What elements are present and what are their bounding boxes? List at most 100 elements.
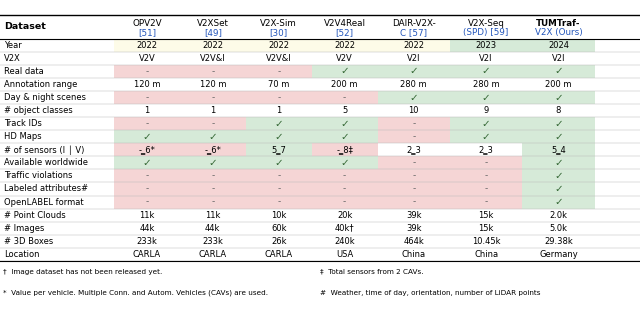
Text: ✓: ✓	[554, 158, 563, 168]
Text: -: -	[484, 198, 488, 206]
Text: -: -	[484, 171, 488, 180]
Text: 1: 1	[210, 106, 216, 115]
Bar	[378, 65, 450, 78]
Text: 233k: 233k	[136, 237, 157, 246]
Bar	[180, 169, 246, 182]
Text: ✓: ✓	[482, 132, 490, 142]
Text: ✓: ✓	[554, 119, 563, 129]
Bar	[114, 78, 180, 91]
Bar	[246, 104, 312, 117]
Bar	[0, 130, 114, 143]
Bar	[246, 130, 312, 143]
Bar	[246, 143, 312, 156]
Bar	[180, 222, 246, 235]
Text: ✓: ✓	[554, 171, 563, 181]
Bar	[180, 78, 246, 91]
Bar	[246, 39, 312, 52]
Bar	[522, 65, 595, 78]
Bar	[522, 235, 595, 248]
Bar	[378, 130, 450, 143]
Text: 15k: 15k	[478, 224, 494, 233]
Text: 2.0k: 2.0k	[549, 211, 568, 220]
Text: 2022: 2022	[202, 41, 223, 50]
Bar	[450, 130, 522, 143]
Text: 9: 9	[483, 106, 489, 115]
Bar	[522, 248, 595, 261]
Bar	[246, 169, 312, 182]
Text: Available worldwide: Available worldwide	[4, 158, 88, 168]
Bar	[378, 248, 450, 261]
Text: 20k: 20k	[337, 211, 353, 220]
Text: ✓: ✓	[410, 66, 418, 76]
Bar	[312, 91, 378, 104]
Text: 5‗4: 5‗4	[551, 145, 566, 154]
Text: 1: 1	[276, 106, 282, 115]
Text: 60k: 60k	[271, 224, 287, 233]
Bar	[114, 52, 180, 65]
Text: V2X: V2X	[4, 54, 20, 63]
Text: 1: 1	[144, 106, 150, 115]
Bar	[378, 182, 450, 195]
Text: V2X-Sim: V2X-Sim	[260, 19, 297, 28]
Bar	[312, 182, 378, 195]
Text: V2V&I: V2V&I	[200, 54, 226, 63]
Bar	[114, 235, 180, 248]
Text: 2023: 2023	[476, 41, 497, 50]
Text: 11k: 11k	[205, 211, 221, 220]
Bar	[114, 182, 180, 195]
Text: 70 m: 70 m	[268, 80, 289, 89]
Text: 120 m: 120 m	[200, 80, 226, 89]
Bar	[378, 52, 450, 65]
Bar	[180, 156, 246, 169]
Text: -: -	[211, 171, 214, 180]
Bar	[180, 235, 246, 248]
Bar	[522, 143, 595, 156]
Bar	[312, 248, 378, 261]
Text: -: -	[145, 67, 148, 76]
Bar	[114, 195, 180, 209]
Text: # Point Clouds: # Point Clouds	[4, 211, 65, 220]
Bar	[312, 156, 378, 169]
Bar	[312, 117, 378, 130]
Text: V2I: V2I	[407, 54, 420, 63]
Text: [51]: [51]	[138, 28, 156, 37]
Text: 5: 5	[342, 106, 348, 115]
Bar	[312, 39, 378, 52]
Text: ✓: ✓	[340, 158, 349, 168]
Bar	[522, 156, 595, 169]
Text: Year: Year	[4, 41, 22, 50]
Bar	[180, 104, 246, 117]
Text: [52]: [52]	[335, 28, 354, 37]
Bar	[180, 195, 246, 209]
Text: [49]: [49]	[204, 28, 222, 37]
Text: -: -	[343, 184, 346, 193]
Text: C [57]: C [57]	[400, 28, 428, 37]
Bar	[180, 117, 246, 130]
Bar	[246, 235, 312, 248]
Bar	[0, 91, 114, 104]
Text: ✓: ✓	[143, 158, 151, 168]
Text: 39k: 39k	[406, 224, 422, 233]
Bar	[378, 15, 450, 39]
Text: ✓: ✓	[554, 66, 563, 76]
Text: #  Weather, time of day, orientation, number of LiDAR points: # Weather, time of day, orientation, num…	[320, 290, 541, 296]
Bar	[450, 91, 522, 104]
Bar	[378, 235, 450, 248]
Text: -: -	[343, 93, 346, 102]
Bar	[378, 78, 450, 91]
Text: Track IDs: Track IDs	[4, 119, 42, 128]
Text: TUMTraf-: TUMTraf-	[536, 19, 580, 28]
Bar	[180, 39, 246, 52]
Text: †  Image dataset has not been released yet.: † Image dataset has not been released ye…	[3, 269, 162, 275]
Text: OpenLABEL format: OpenLABEL format	[4, 198, 83, 206]
Bar	[450, 169, 522, 182]
Text: 26k: 26k	[271, 237, 287, 246]
Text: 5.0k: 5.0k	[549, 224, 568, 233]
Text: ✓: ✓	[275, 119, 283, 129]
Bar	[522, 78, 595, 91]
Text: ✓: ✓	[554, 93, 563, 102]
Text: -: -	[211, 184, 214, 193]
Bar	[378, 222, 450, 235]
Bar	[522, 169, 595, 182]
Bar	[114, 91, 180, 104]
